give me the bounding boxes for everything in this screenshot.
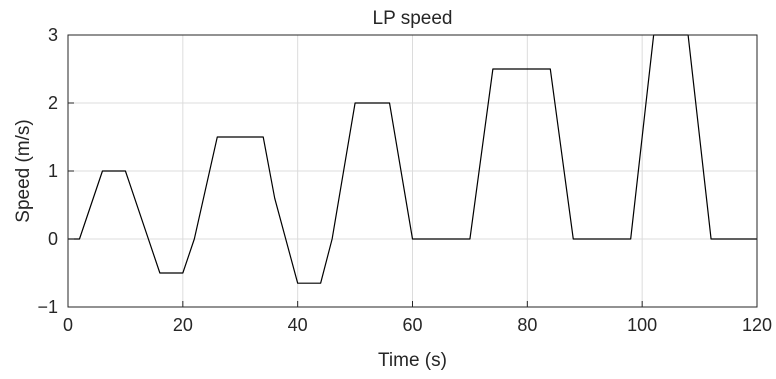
x-tick-label: 100 [627, 315, 657, 335]
series-group [68, 34, 757, 284]
y-tick-label: −1 [37, 297, 58, 317]
x-tick-label: 120 [742, 315, 772, 335]
x-axis-label: Time (s) [378, 350, 447, 371]
x-tick-label: 60 [402, 315, 422, 335]
chart-title: LP speed [373, 8, 453, 29]
x-tick-label: 80 [517, 315, 537, 335]
y-tick-label: 1 [48, 161, 58, 181]
y-tick-label: 3 [48, 25, 58, 45]
x-tick-label: 0 [63, 315, 73, 335]
series-line [68, 34, 757, 284]
y-tick-label: 2 [48, 93, 58, 113]
y-axis-label: Speed (m/s) [13, 119, 34, 222]
y-tick-label: 0 [48, 229, 58, 249]
x-tick-label: 20 [173, 315, 193, 335]
grid [67, 34, 758, 308]
x-tick-label: 40 [288, 315, 308, 335]
